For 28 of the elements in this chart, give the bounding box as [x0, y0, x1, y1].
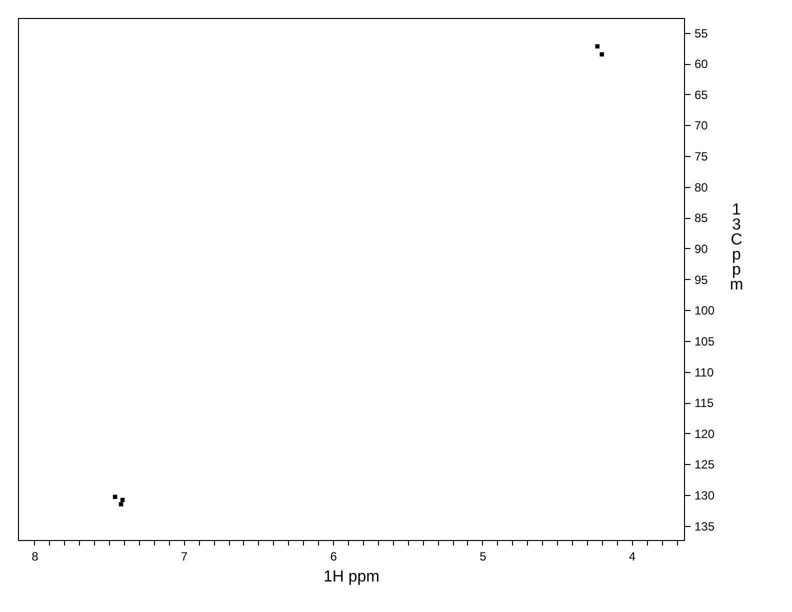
- point: [112, 494, 118, 499]
- y-axis-title: 13C ppm: [730, 202, 744, 294]
- y-tick-label: 95: [694, 272, 708, 287]
- y-tick-label: 90: [694, 242, 708, 256]
- x-tick-label: 8: [32, 550, 39, 564]
- y-tick-label: 125: [694, 458, 715, 472]
- y-tick-label: 60: [694, 57, 708, 72]
- y-tick-label: 110: [694, 365, 714, 380]
- y-tick-label: 100: [694, 304, 715, 318]
- y-tick-label: 70: [694, 118, 708, 133]
- y-tick-label: 120: [694, 426, 715, 441]
- point: [600, 52, 604, 56]
- point: [595, 44, 600, 48]
- y-tick-label: 115: [694, 396, 714, 410]
- y-tick-label: 75: [694, 150, 708, 164]
- y-tick-label: 130: [694, 488, 715, 503]
- x-tick-label: 6: [330, 550, 338, 564]
- y-tick-label: 55: [694, 26, 708, 40]
- y-tick-label: 65: [694, 88, 708, 102]
- y-tick-label: 105: [694, 334, 715, 348]
- y-tick-label: 80: [694, 180, 708, 194]
- y-tick-label: 135: [694, 519, 715, 534]
- y-tick-label: 85: [694, 211, 708, 226]
- x-tick-label: 5: [480, 550, 487, 564]
- x-axis-title: 1H ppm: [323, 568, 380, 586]
- x-tick-label: 7: [180, 550, 188, 564]
- x-tick-label: 4: [628, 550, 636, 564]
- point: [118, 502, 124, 506]
